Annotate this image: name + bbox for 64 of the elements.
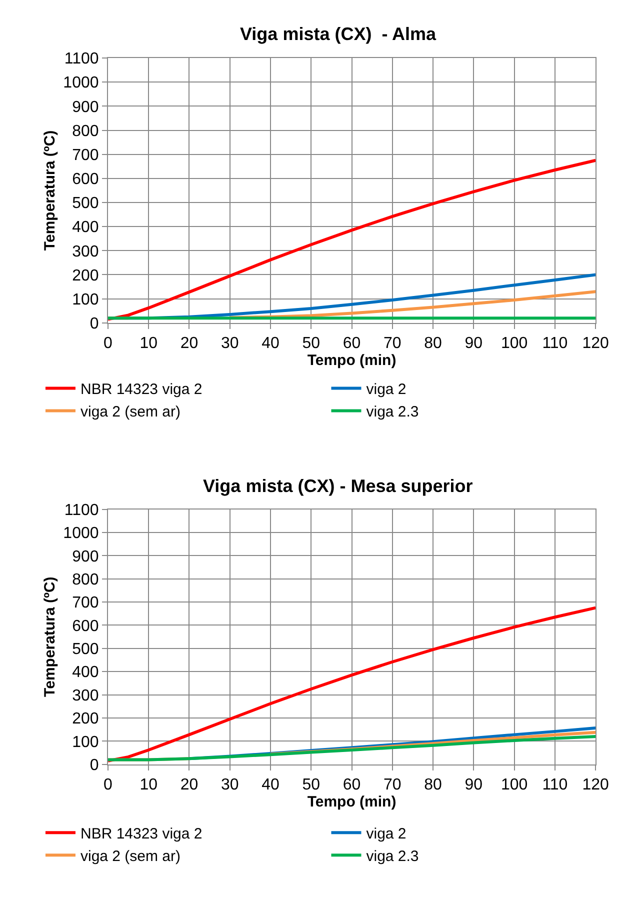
x-tick-label: 110 (542, 335, 568, 352)
y-tick-label: 0 (90, 756, 99, 774)
x-tick-label: 40 (262, 776, 280, 794)
legend-label: viga 2 (sem ar) (80, 404, 181, 421)
x-tick-label: 10 (140, 776, 158, 794)
x-tick-label: 20 (180, 776, 198, 794)
x-tick-label: 70 (384, 776, 402, 794)
x-tick-label: 10 (140, 335, 158, 352)
legend-label: NBR 14323 viga 2 (80, 825, 202, 842)
legend-label: viga 2 (366, 825, 406, 842)
x-tick-label: 90 (464, 335, 483, 352)
x-tick-label: 0 (104, 776, 113, 794)
y-tick-label: 500 (72, 195, 99, 212)
y-tick-label: 400 (72, 664, 99, 682)
x-tick-label: 40 (262, 335, 280, 352)
y-tick-label: 900 (72, 98, 99, 116)
legend-label: viga 2 (sem ar) (80, 848, 181, 865)
y-tick-label: 1100 (64, 502, 99, 519)
x-tick-label: 60 (342, 776, 361, 794)
x-tick-label: 100 (500, 335, 528, 352)
y-tick-label: 700 (72, 146, 99, 164)
y-tick-label: 1000 (63, 74, 99, 92)
legend-label: viga 2.3 (366, 848, 419, 865)
y-tick-label: 800 (72, 122, 99, 140)
x-tick-label: 100 (500, 776, 528, 794)
y-tick-label: 0 (90, 315, 99, 332)
y-tick-label: 600 (72, 171, 99, 188)
y-tick-label: 300 (72, 243, 99, 260)
y-tick-label: 700 (72, 594, 99, 612)
y-axis-title: Temperatura (ºC) (41, 576, 58, 697)
legend-label: viga 2 (366, 381, 406, 398)
x-axis-title: Tempo (min) (307, 352, 396, 370)
legend-label: NBR 14323 viga 2 (80, 381, 202, 398)
y-tick-label: 100 (72, 734, 99, 751)
x-tick-label: 30 (220, 335, 239, 352)
x-tick-label: 0 (104, 335, 113, 352)
y-tick-label: 900 (72, 548, 99, 566)
x-tick-label: 70 (384, 335, 402, 352)
x-tick-label: 50 (302, 776, 320, 794)
y-tick-label: 800 (72, 571, 99, 588)
x-tick-label: 30 (220, 776, 239, 794)
chart-title: Viga mista (CX) - Alma (240, 24, 438, 44)
y-tick-label: 100 (72, 291, 99, 308)
y-tick-label: 1100 (64, 50, 99, 68)
x-tick-label: 120 (582, 776, 610, 794)
y-tick-label: 200 (72, 267, 99, 284)
y-tick-label: 500 (72, 641, 99, 658)
x-tick-label: 80 (424, 776, 442, 794)
y-tick-label: 200 (72, 710, 99, 728)
y-tick-label: 600 (72, 618, 99, 635)
x-tick-label: 50 (302, 335, 320, 352)
chart-title: Viga mista (CX) - Mesa superior (203, 476, 473, 496)
y-tick-label: 300 (72, 687, 99, 704)
x-tick-label: 110 (542, 776, 568, 794)
y-tick-label: 400 (72, 219, 99, 236)
x-tick-label: 80 (424, 335, 442, 352)
x-tick-label: 90 (464, 776, 483, 794)
legend-label: viga 2.3 (366, 404, 419, 421)
y-axis-title: Temperatura (ºC) (41, 130, 58, 251)
x-tick-label: 20 (180, 335, 198, 352)
x-axis-title: Tempo (min) (307, 794, 396, 811)
y-tick-label: 1000 (63, 525, 99, 542)
x-tick-label: 60 (342, 335, 361, 352)
x-tick-label: 120 (582, 335, 610, 352)
